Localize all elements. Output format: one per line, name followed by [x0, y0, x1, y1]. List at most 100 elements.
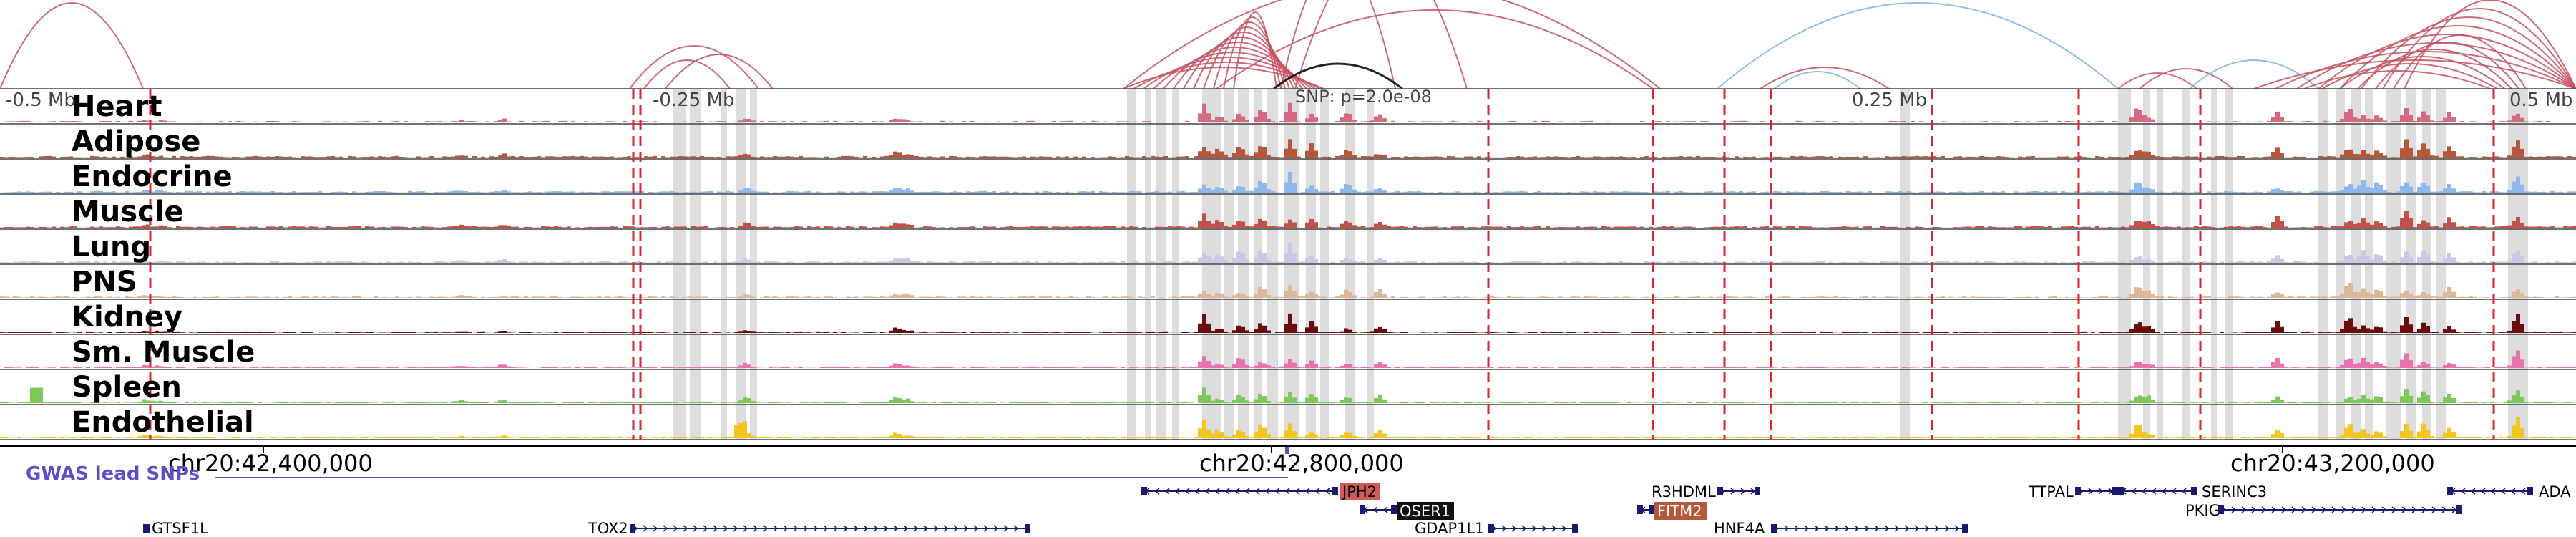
- jph2-strand-arrow: [1214, 488, 1220, 495]
- hnf4a-strand-arrow: [1894, 525, 1900, 532]
- pkig-strand-arrow: [2291, 506, 2297, 513]
- track-label-endothelial: Endothelial: [72, 406, 254, 439]
- signal-adipose: [0, 139, 2576, 158]
- coord-label-2: chr20:42,800,000: [1199, 450, 1404, 477]
- pkig-strand-arrow: [2361, 506, 2367, 513]
- gene-pkig[interactable]: PKIG: [2185, 502, 2220, 519]
- loop-arc: [2117, 72, 2197, 90]
- jph2-exon: [1141, 487, 1147, 495]
- jph2-strand-arrow: [1304, 488, 1310, 495]
- jph2-strand-arrow: [1194, 488, 1200, 495]
- gene-gtsf1l[interactable]: GTSF1L: [152, 520, 208, 537]
- ttpal-exon: [2075, 487, 2081, 495]
- jph2-strand-arrow: [1244, 488, 1250, 495]
- gene-jph2[interactable]: JPH2: [1340, 483, 1380, 500]
- tox2-exon: [630, 524, 635, 533]
- tox2-strand-arrow: [993, 525, 999, 532]
- hnf4a-strand-arrow: [1884, 525, 1890, 532]
- hnf4a-strand-arrow: [1874, 525, 1880, 532]
- gene-name: TTPAL: [2028, 483, 2074, 500]
- coordinate-axis: chr20:42,400,000 chr20:42,800,000 chr20:…: [0, 445, 2576, 477]
- loop-arc: [1123, 0, 1661, 90]
- gene-name: R3HDML: [1652, 483, 1716, 500]
- tox2-strand-arrow: [753, 525, 758, 532]
- gwas-lead-snp-marker[interactable]: [1285, 447, 1289, 454]
- tox2-strand-arrow: [1003, 525, 1009, 532]
- gene-gdap1l1[interactable]: GDAP1L1: [1415, 520, 1485, 537]
- tox2-strand-arrow: [683, 525, 688, 532]
- ada-strand-arrow: [2470, 488, 2476, 495]
- loop-arc: [1717, 2, 2119, 90]
- gene-name: SERINC3: [2202, 483, 2267, 500]
- gene-r3hdml[interactable]: R3HDML: [1652, 483, 1716, 500]
- r3hdml-exon: [1717, 487, 1723, 495]
- loop-arc: [1280, 0, 1396, 90]
- jph2-strand-arrow: [1324, 488, 1330, 495]
- hnf4a-strand-arrow: [1844, 525, 1850, 532]
- track-label-endocrine: Endocrine: [72, 160, 233, 193]
- serinc3-strand-arrow: [2131, 488, 2137, 495]
- gene-serinc3[interactable]: SERINC3: [2202, 483, 2267, 500]
- signal-pns: [0, 283, 2576, 298]
- tox2-strand-arrow: [663, 525, 668, 532]
- pkig-strand-arrow: [2271, 506, 2277, 513]
- track-label-muscle: Muscle: [72, 195, 184, 228]
- ada-strand-arrow: [2510, 488, 2516, 495]
- tox2-strand-arrow: [673, 525, 678, 532]
- track-label-sm-muscle: Sm. Muscle: [72, 336, 255, 369]
- pkig-strand-arrow: [2381, 506, 2387, 513]
- hnf4a-strand-arrow: [1954, 525, 1960, 532]
- loop-arc: [2275, 51, 2576, 90]
- gdap1l1-strand-arrow: [1561, 525, 1567, 532]
- tox2-strand-arrow: [893, 525, 899, 532]
- tox2-strand-arrow: [653, 525, 658, 532]
- tox2-strand-arrow: [773, 525, 779, 532]
- serinc3-exon: [2118, 487, 2124, 495]
- tox2-strand-arrow: [853, 525, 859, 532]
- gdap1l1-exon: [1488, 524, 1494, 533]
- gwas-track: GWAS lead SNPs: [26, 447, 1289, 485]
- gene-ada[interactable]: ADA: [2539, 483, 2571, 500]
- tox2-strand-arrow: [843, 525, 849, 532]
- coord-label-3: chr20:43,200,000: [2230, 450, 2435, 477]
- loop-arc: [2139, 68, 2233, 90]
- loop-arc: [665, 54, 774, 90]
- hnf4a-exon: [1962, 524, 1968, 533]
- pkig-strand-arrow: [2321, 506, 2327, 513]
- tox2-strand-arrow: [953, 525, 959, 532]
- serinc3-exon: [2191, 487, 2197, 495]
- gwas-track-label: GWAS lead SNPs: [26, 463, 200, 485]
- pkig-strand-arrow: [2311, 506, 2317, 513]
- tox2-strand-arrow: [823, 525, 829, 532]
- serinc3-strand-arrow: [2171, 488, 2177, 495]
- tox2-strand-arrow: [763, 525, 769, 532]
- jph2-strand-arrow: [1174, 488, 1180, 495]
- tox2-strand-arrow: [963, 525, 969, 532]
- hnf4a-strand-arrow: [1804, 525, 1810, 532]
- gdap1l1-exon: [1572, 524, 1578, 533]
- oser1-strand-arrow: [1372, 506, 1378, 513]
- gene-ttpal[interactable]: TTPAL: [2028, 483, 2074, 500]
- ruler-label-minus-quarter-mb: -0.25 Mb: [653, 90, 734, 111]
- hnf4a-strand-arrow: [1934, 525, 1940, 532]
- gene-fitm2[interactable]: FITM2: [1654, 502, 1707, 520]
- ruler-label-plus-quarter-mb: 0.25 Mb: [1852, 90, 1927, 111]
- gene-hnf4a[interactable]: HNF4A: [1714, 520, 1765, 537]
- tox2-strand-arrow: [743, 525, 748, 532]
- gene-tox2[interactable]: TOX2: [587, 520, 628, 537]
- hnf4a-strand-arrow: [1814, 525, 1820, 532]
- gene-oser1[interactable]: OSER1: [1397, 502, 1454, 520]
- tox2-strand-arrow: [903, 525, 909, 532]
- signal-lung: [0, 243, 2576, 263]
- hnf4a-strand-arrow: [1794, 525, 1800, 532]
- candidate-lines: [149, 89, 2495, 440]
- signal-sm-muscle: [0, 350, 2576, 368]
- loop-arc: [1213, 21, 1286, 90]
- hnf4a-strand-arrow: [1834, 525, 1840, 532]
- tox2-strand-arrow: [803, 525, 809, 532]
- ada-strand-arrow: [2480, 488, 2486, 495]
- pkig-strand-arrow: [2401, 506, 2407, 513]
- gene-name-highlight: [1340, 483, 1380, 500]
- gdap1l1-strand-arrow: [1521, 525, 1527, 532]
